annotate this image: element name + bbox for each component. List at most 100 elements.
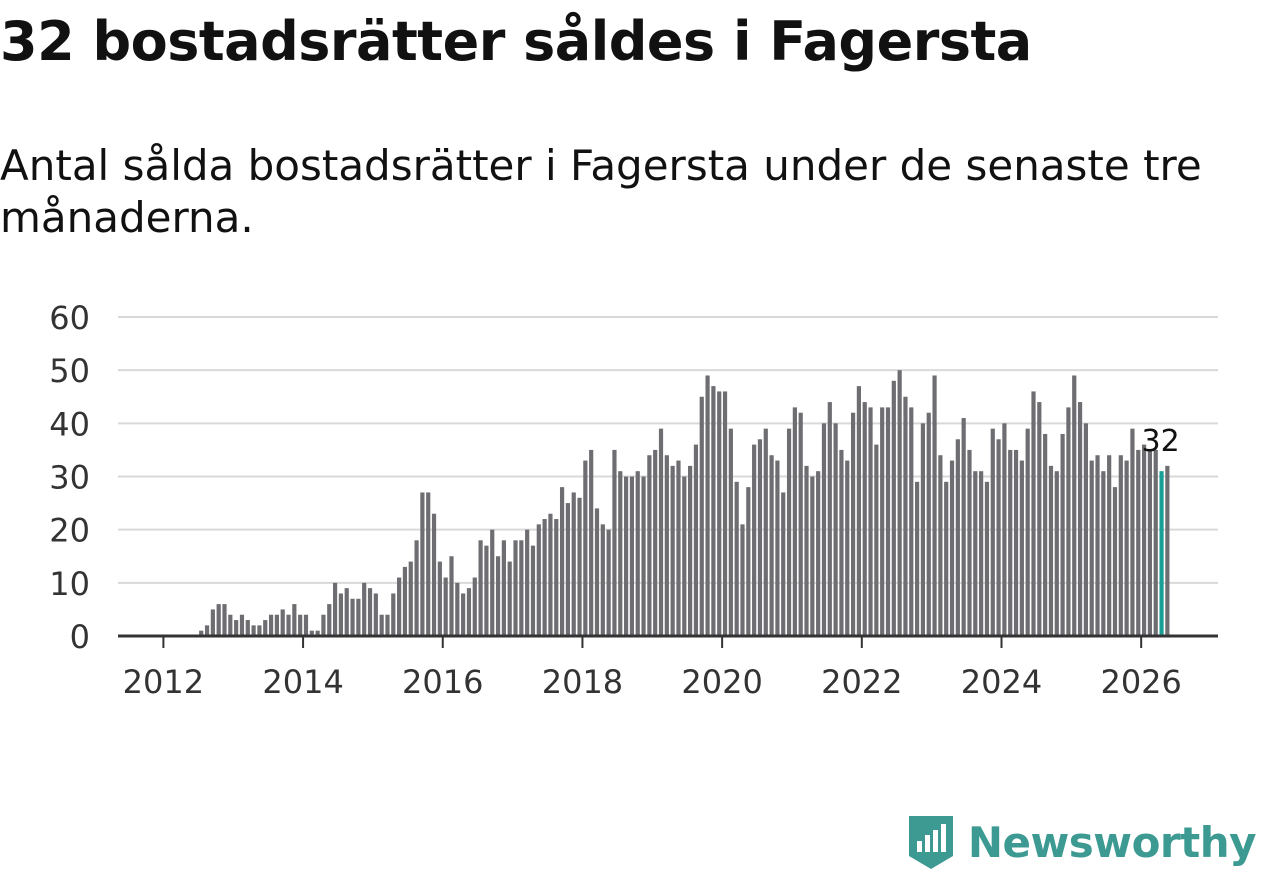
y-tick-label-60: 60	[49, 299, 90, 337]
bar	[647, 455, 652, 636]
bar	[1072, 375, 1077, 636]
bar	[309, 630, 314, 636]
bar	[478, 540, 483, 636]
chart-title: 32 bostadsrätter såldes i Fagersta	[0, 10, 1032, 73]
bar	[938, 455, 943, 636]
bar	[856, 386, 861, 636]
bar	[606, 529, 611, 636]
bar	[600, 524, 605, 636]
bar	[920, 423, 926, 636]
bar	[915, 481, 920, 636]
y-tick-label-0: 0	[70, 618, 90, 656]
x-tick-label-2020: 2020	[681, 663, 762, 701]
bar	[542, 519, 547, 636]
bar	[1089, 460, 1094, 636]
bar	[437, 561, 442, 636]
brand-name: Newsworthy	[967, 817, 1257, 867]
bar	[944, 481, 949, 636]
x-tick-label-2016: 2016	[402, 663, 483, 701]
bar	[280, 609, 285, 636]
bar	[961, 418, 966, 636]
bar	[525, 529, 530, 636]
bar	[1013, 449, 1019, 636]
bar	[711, 386, 716, 636]
bar	[973, 471, 978, 636]
brand-logo: Newsworthy	[906, 813, 1257, 871]
y-tick-label-30: 30	[49, 459, 90, 497]
bar	[1130, 428, 1135, 636]
bar	[344, 588, 349, 636]
bar	[624, 476, 629, 636]
bar	[693, 444, 699, 636]
bar	[752, 444, 757, 636]
bar	[641, 476, 646, 636]
bar	[234, 620, 239, 636]
bar	[740, 524, 745, 636]
bar	[618, 471, 623, 636]
bar	[286, 614, 291, 636]
bar	[1147, 449, 1152, 636]
bar	[501, 540, 506, 636]
bar	[397, 577, 402, 636]
bar	[332, 582, 338, 636]
bar	[321, 614, 326, 636]
bar	[466, 588, 472, 636]
bar	[1037, 402, 1042, 636]
bar	[664, 455, 669, 636]
bar	[589, 449, 594, 636]
bar	[239, 614, 245, 636]
bar	[792, 407, 797, 636]
bar	[554, 519, 559, 636]
bar	[1048, 465, 1054, 636]
bar	[1101, 471, 1106, 636]
bar	[530, 545, 536, 636]
bar	[763, 428, 768, 636]
bar	[204, 625, 210, 636]
bar	[431, 513, 437, 636]
bar	[786, 428, 792, 636]
bar	[1066, 407, 1071, 636]
chart-subtitle: Antal sålda bostadsrätter i Fagersta und…	[0, 141, 1202, 242]
bar	[379, 614, 384, 636]
bar	[682, 476, 687, 636]
bar	[658, 428, 664, 636]
bar	[821, 423, 827, 636]
bar	[414, 540, 419, 636]
bar	[495, 556, 501, 636]
bar	[850, 412, 856, 636]
y-tick-label-20: 20	[49, 512, 90, 550]
bar	[536, 524, 541, 636]
bar	[402, 566, 408, 636]
bar	[775, 460, 780, 636]
bar	[455, 582, 460, 636]
bar	[513, 540, 518, 636]
bar	[1141, 444, 1147, 636]
bar	[699, 396, 704, 636]
bar	[356, 598, 361, 636]
bar	[222, 604, 227, 636]
x-tick-label-2024: 2024	[961, 663, 1042, 701]
y-tick-label-10: 10	[49, 565, 90, 603]
x-tick-label-2026: 2026	[1100, 663, 1181, 701]
bar	[839, 449, 844, 636]
bar	[559, 487, 565, 636]
bar	[251, 625, 256, 636]
bar	[338, 593, 343, 636]
bar	[263, 620, 268, 636]
bar	[885, 407, 891, 636]
bar	[1136, 449, 1141, 636]
bar	[327, 604, 332, 636]
bar	[990, 428, 995, 636]
bar	[245, 620, 250, 636]
bar	[350, 598, 355, 636]
bar	[1031, 391, 1036, 636]
x-tick-label-2022: 2022	[821, 663, 902, 701]
bar	[728, 428, 733, 636]
bar	[292, 604, 297, 636]
bar	[996, 439, 1001, 636]
bar	[868, 407, 873, 636]
bar	[903, 396, 908, 636]
bar	[1019, 460, 1024, 636]
bar	[670, 465, 675, 636]
bar	[781, 492, 786, 636]
